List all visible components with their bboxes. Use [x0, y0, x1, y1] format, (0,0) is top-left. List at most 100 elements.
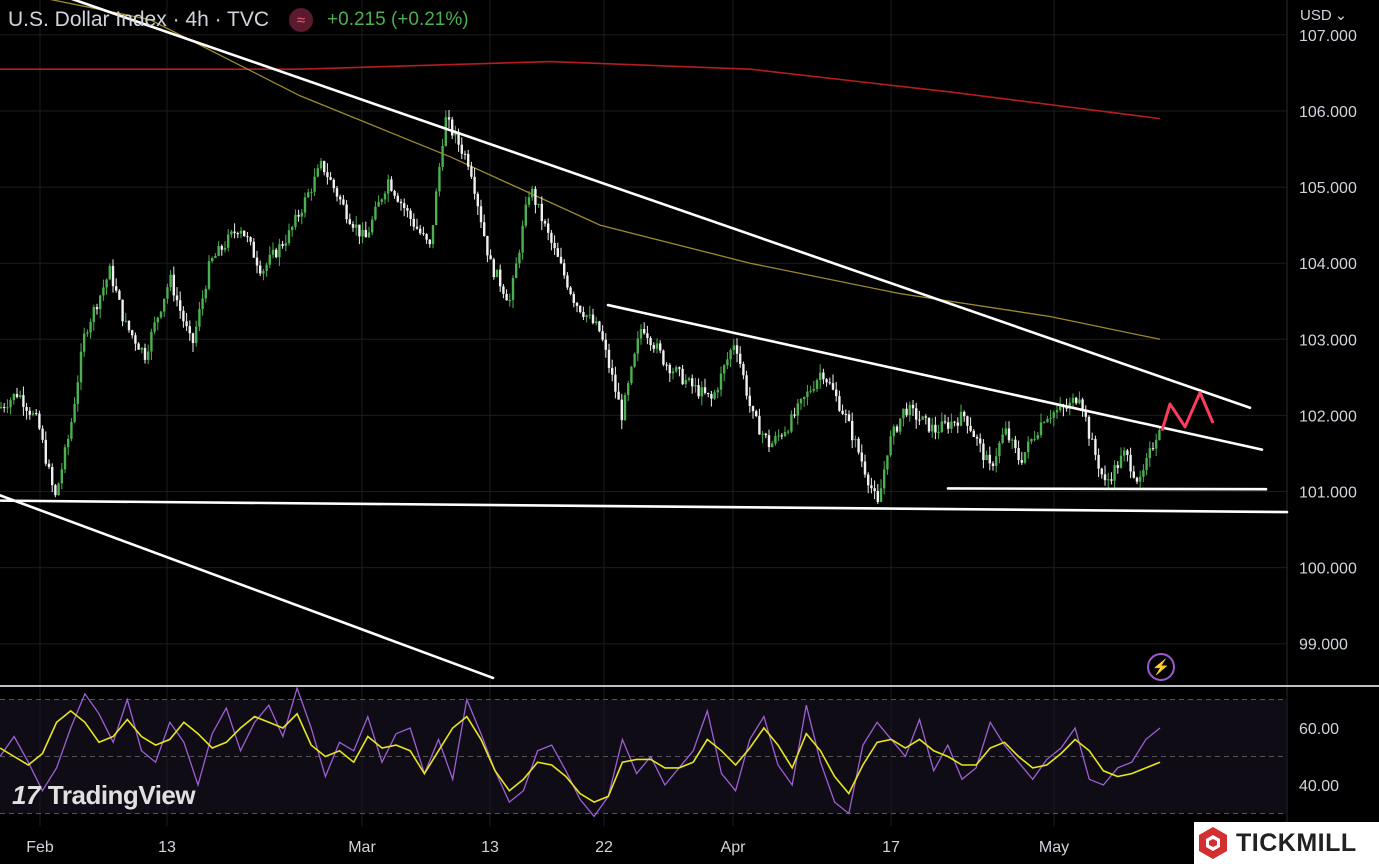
candle[interactable] — [159, 311, 163, 318]
candle[interactable] — [911, 404, 915, 409]
candle[interactable] — [271, 249, 275, 255]
candle[interactable] — [652, 345, 655, 349]
candle[interactable] — [719, 373, 723, 390]
candle[interactable] — [0, 407, 3, 409]
candle[interactable] — [566, 275, 569, 288]
candle[interactable] — [483, 222, 486, 236]
candle[interactable] — [124, 320, 127, 322]
candle[interactable] — [684, 380, 687, 385]
candle[interactable] — [163, 298, 166, 312]
candle[interactable] — [179, 300, 182, 311]
candle[interactable] — [639, 329, 643, 339]
candle[interactable] — [182, 310, 185, 322]
candle[interactable] — [1119, 455, 1123, 468]
candle[interactable] — [662, 350, 665, 365]
candle[interactable] — [572, 294, 575, 303]
candle[interactable] — [153, 322, 156, 332]
candle[interactable] — [659, 343, 662, 351]
candle[interactable] — [1004, 428, 1007, 435]
candle[interactable] — [463, 153, 467, 155]
rsi-line[interactable] — [0, 685, 1161, 818]
candle[interactable] — [348, 219, 351, 225]
candle[interactable] — [259, 265, 262, 274]
candle[interactable] — [735, 345, 739, 354]
candle[interactable] — [828, 382, 831, 384]
candle[interactable] — [339, 196, 342, 200]
candle[interactable] — [89, 321, 92, 333]
trendline[interactable] — [946, 487, 1268, 491]
candle[interactable] — [255, 257, 259, 266]
candle[interactable] — [188, 326, 191, 334]
candle[interactable] — [783, 432, 787, 437]
candle[interactable] — [380, 199, 383, 202]
candle[interactable] — [201, 298, 204, 310]
candle[interactable] — [547, 223, 550, 233]
candle[interactable] — [758, 416, 761, 435]
candle[interactable] — [809, 390, 812, 392]
candle[interactable] — [127, 320, 131, 331]
candle[interactable] — [422, 233, 425, 235]
candle[interactable] — [275, 249, 278, 258]
candle[interactable] — [902, 408, 905, 419]
candle[interactable] — [1139, 476, 1142, 482]
candle[interactable] — [211, 257, 214, 262]
candle[interactable] — [681, 368, 684, 385]
candle[interactable] — [646, 333, 649, 339]
candle[interactable] — [67, 438, 70, 448]
candle[interactable] — [12, 393, 15, 401]
candle[interactable] — [633, 353, 636, 367]
candle[interactable] — [559, 256, 563, 264]
candle[interactable] — [1094, 439, 1097, 455]
candle[interactable] — [863, 461, 867, 475]
candle[interactable] — [479, 206, 483, 223]
candle[interactable] — [1030, 439, 1033, 442]
candle[interactable] — [1020, 460, 1023, 463]
candle[interactable] — [351, 224, 355, 228]
candle[interactable] — [799, 399, 803, 404]
candle[interactable] — [943, 421, 947, 423]
candle[interactable] — [1059, 405, 1062, 411]
currency-selector[interactable]: USD ⌄ — [1300, 6, 1347, 25]
candle[interactable] — [694, 385, 697, 387]
candle[interactable] — [3, 407, 6, 409]
candle[interactable] — [979, 438, 982, 444]
candle[interactable] — [278, 244, 281, 258]
candle[interactable] — [73, 403, 76, 423]
candle[interactable] — [1065, 407, 1068, 409]
candle[interactable] — [316, 168, 319, 177]
symbol-title[interactable]: U.S. Dollar Index · 4h · TVC — [8, 8, 270, 31]
candle[interactable] — [1084, 409, 1087, 417]
candle[interactable] — [844, 413, 847, 415]
candle[interactable] — [975, 436, 979, 439]
candle[interactable] — [387, 179, 390, 194]
lightning-icon[interactable]: ⚡ — [1147, 653, 1175, 681]
candle[interactable] — [838, 396, 841, 411]
candle[interactable] — [1001, 434, 1004, 444]
candle[interactable] — [601, 331, 604, 340]
candle[interactable] — [15, 393, 19, 398]
candle[interactable] — [92, 307, 95, 322]
candle[interactable] — [575, 302, 579, 306]
candle[interactable] — [777, 435, 780, 437]
candle[interactable] — [604, 339, 607, 350]
candle[interactable] — [918, 419, 921, 421]
candle[interactable] — [892, 426, 895, 437]
candle[interactable] — [281, 244, 284, 246]
candle[interactable] — [467, 153, 470, 167]
candle[interactable] — [499, 269, 502, 287]
candle[interactable] — [409, 210, 412, 219]
candle[interactable] — [147, 351, 150, 360]
candle[interactable] — [796, 403, 799, 416]
candle[interactable] — [921, 416, 924, 420]
candle[interactable] — [953, 421, 956, 423]
candle[interactable] — [230, 231, 233, 235]
candle[interactable] — [569, 287, 572, 295]
candle[interactable] — [1071, 397, 1075, 403]
candle[interactable] — [236, 233, 239, 235]
candle[interactable] — [425, 234, 428, 240]
candle[interactable] — [703, 387, 707, 393]
candle[interactable] — [950, 421, 953, 429]
candle[interactable] — [371, 219, 374, 233]
candle[interactable] — [1033, 438, 1036, 440]
